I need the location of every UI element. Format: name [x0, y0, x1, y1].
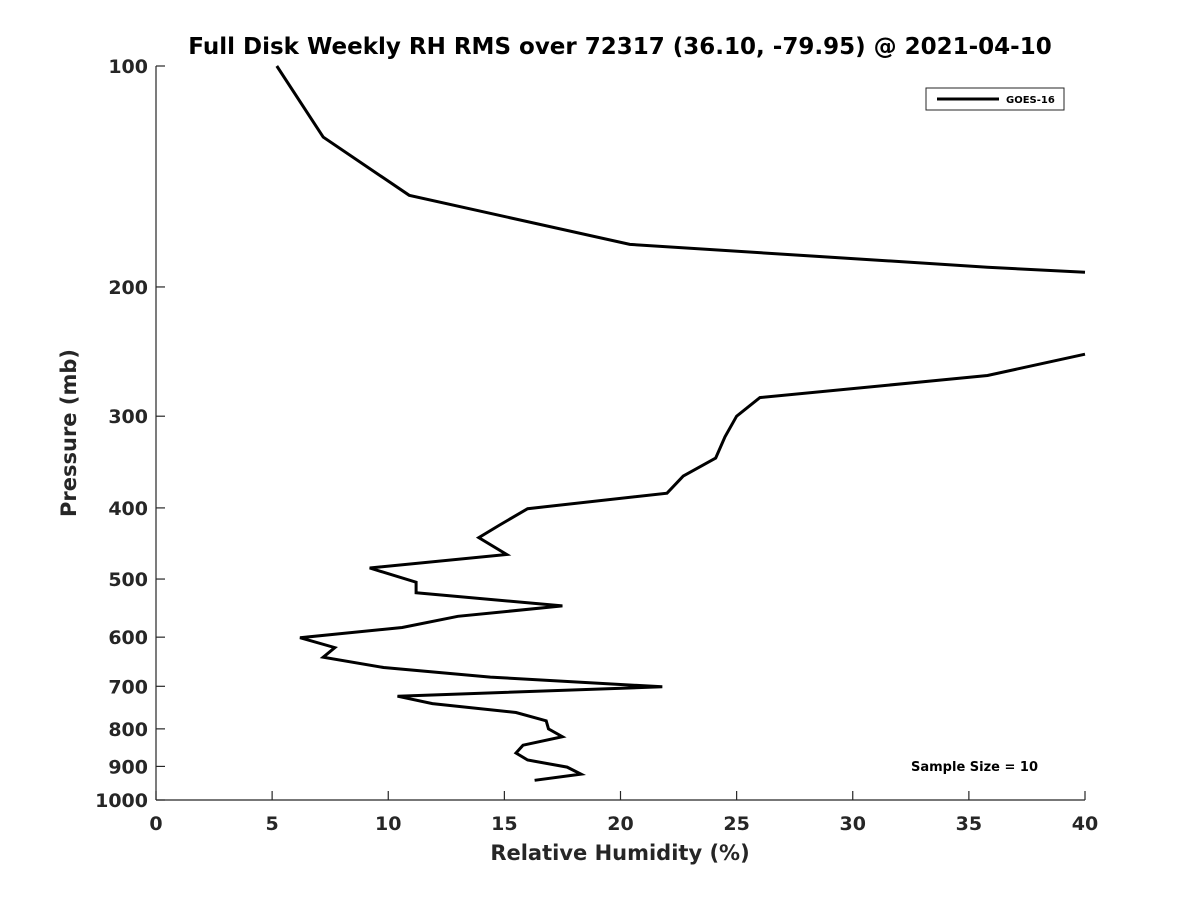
series-line-goes16	[299, 352, 1086, 782]
y-tick-label: 400	[108, 498, 148, 520]
y-tick-label: 100	[108, 56, 148, 78]
series-line-goes16	[275, 65, 1086, 274]
series-layer	[275, 65, 1086, 782]
x-tick-label: 30	[840, 813, 866, 835]
y-axis-label: Pressure (mb)	[57, 349, 81, 517]
legend-entry-goes16: GOES-16	[1006, 95, 1055, 106]
x-tick-label: 40	[1072, 813, 1098, 835]
x-ticks: 0 5 10 15 20 25 30 35 40	[149, 791, 1098, 835]
y-tick-label: 300	[108, 406, 148, 428]
x-tick-label: 20	[607, 813, 633, 835]
x-tick-label: 35	[956, 813, 982, 835]
y-tick-label: 800	[108, 719, 148, 741]
x-tick-label: 5	[266, 813, 279, 835]
chart-title: Full Disk Weekly RH RMS over 72317 (36.1…	[188, 34, 1051, 60]
y-tick-label: 200	[108, 277, 148, 299]
y-tick-label: 700	[108, 676, 148, 698]
x-axis-label: Relative Humidity (%)	[490, 841, 749, 865]
y-tick-label: 500	[108, 569, 148, 591]
sample-size-annotation: Sample Size = 10	[911, 760, 1038, 775]
y-ticks: 100 200 300 400 500 600 700 800 900 1000	[95, 56, 165, 812]
legend: GOES-16	[925, 87, 1065, 111]
y-tick-label: 900	[108, 756, 148, 778]
y-tick-label: 1000	[95, 790, 148, 812]
y-tick-label: 600	[108, 627, 148, 649]
x-tick-label: 15	[491, 813, 517, 835]
x-tick-label: 25	[723, 813, 749, 835]
x-tick-label: 10	[375, 813, 401, 835]
x-tick-label: 0	[149, 813, 162, 835]
